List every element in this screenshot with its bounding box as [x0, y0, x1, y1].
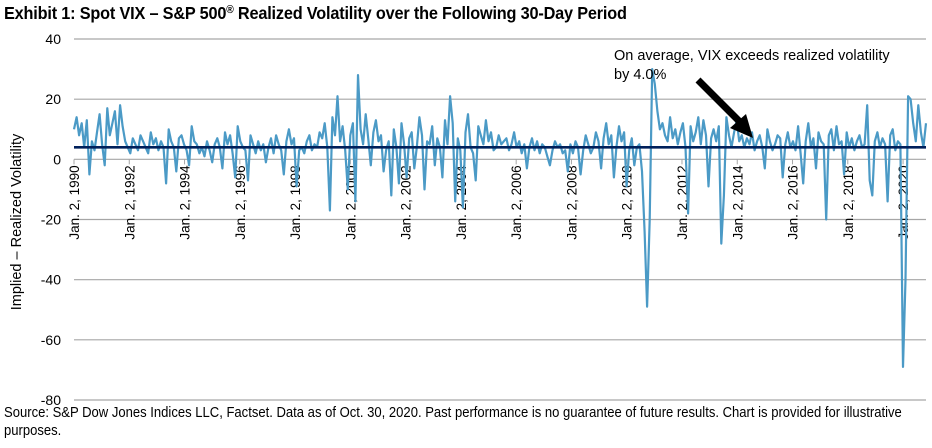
annotation-line2: by 4.0% — [614, 67, 666, 83]
x-tick-label: Jan. 2, 2018 — [841, 165, 856, 239]
x-tick-label: Jan. 2, 1992 — [122, 165, 137, 239]
chart-title-rest: Realized Volatility over the Following 3… — [233, 3, 627, 23]
y-axis-label: Implied – Realized Volatility — [9, 133, 25, 310]
y-tick-label: 20 — [45, 91, 61, 107]
arrow-head — [730, 114, 753, 138]
x-tick-label: Jan. 2, 2002 — [399, 165, 414, 239]
x-tick-label: Jan. 2, 2014 — [730, 165, 745, 240]
x-tick-label: Jan. 2, 1996 — [233, 165, 248, 239]
annotation-arrow — [695, 77, 753, 138]
x-tick-label: Jan. 2, 2004 — [454, 165, 469, 240]
y-tick-label: 40 — [45, 31, 61, 47]
y-tick-label: 0 — [53, 151, 61, 167]
registered-mark: ® — [226, 4, 234, 16]
x-tick-label: Jan. 2, 2016 — [786, 165, 801, 239]
x-tick-label: Jan. 2, 2008 — [564, 165, 579, 239]
x-tick-label: Jan. 2, 1994 — [178, 165, 193, 240]
annotation-line1: On average, VIX exceeds realized volatil… — [614, 48, 890, 64]
y-tick-label: -60 — [41, 332, 61, 348]
arrow-shaft — [695, 77, 745, 127]
x-tick-label: Jan. 2, 2006 — [509, 165, 524, 239]
y-axis-ticks: 40 20 0 -20 -40 -60 -80 — [41, 31, 61, 408]
chart-title: Exhibit 1: Spot VIX – S&P 500® Realized … — [4, 3, 627, 24]
x-tick-label: Jan. 2, 2010 — [620, 165, 635, 239]
x-tick-label: Jan. 2, 1998 — [288, 165, 303, 239]
chart-title-main: Exhibit 1: Spot VIX – S&P 500 — [4, 3, 227, 23]
y-tick-label: -80 — [41, 392, 61, 408]
x-tick-label: Jan. 2, 1990 — [67, 165, 82, 239]
y-tick-label: -20 — [41, 212, 61, 228]
x-tick-label: Jan. 2, 2020 — [896, 165, 911, 239]
y-tick-label: -40 — [41, 272, 61, 288]
source-note: Source: S&P Dow Jones Indices LLC, Facts… — [4, 405, 902, 439]
series-line — [72, 68, 928, 368]
gridlines — [74, 38, 926, 401]
x-axis-ticks: Jan. 2, 1990 Jan. 2, 1992 Jan. 2, 1994 Jan.… — [67, 159, 911, 240]
